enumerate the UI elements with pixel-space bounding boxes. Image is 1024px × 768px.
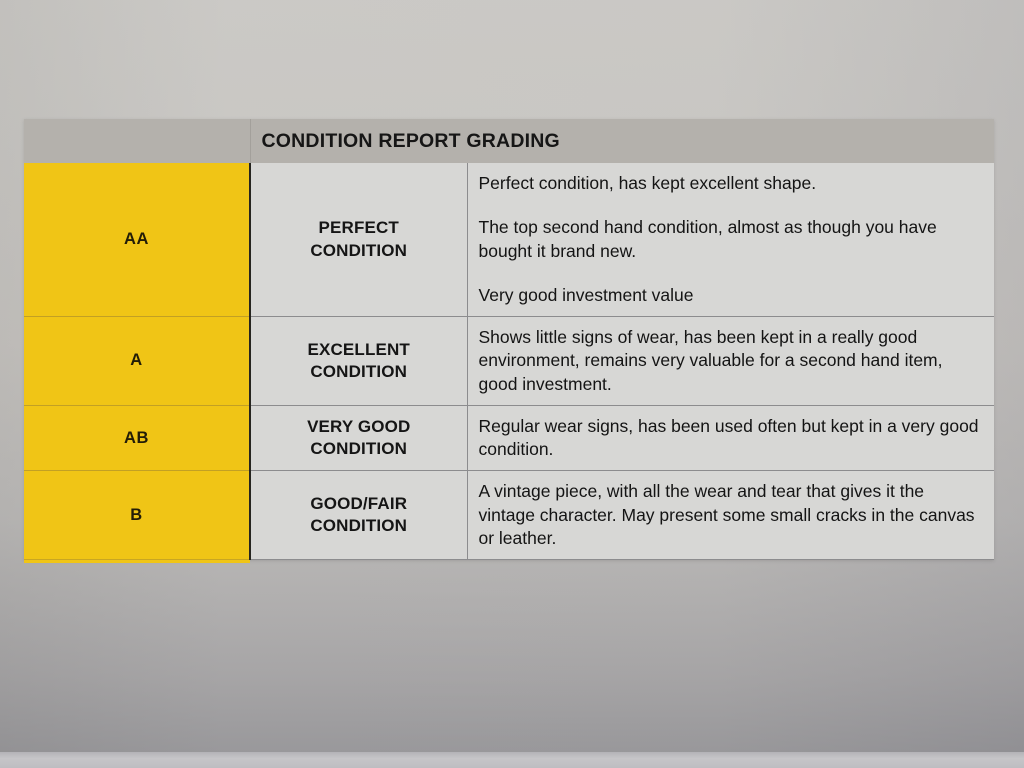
- condition-name-line2: CONDITION: [310, 240, 408, 260]
- condition-name-b: GOOD/FAIR CONDITION: [250, 470, 468, 561]
- condition-name-line1: EXCELLENT: [307, 339, 410, 359]
- page-title: CONDITION REPORT GRADING: [261, 129, 560, 152]
- description-paragraph: Perfect condition, has kept excellent sh…: [478, 173, 817, 193]
- condition-name-line2: CONDITION: [310, 516, 408, 536]
- description-paragraph: Very good investment value: [478, 284, 694, 305]
- condition-name-line2: CONDITION: [310, 361, 408, 381]
- condition-name-line1: GOOD/FAIR: [310, 494, 408, 514]
- table-row: B GOOD/FAIR CONDITION A vintage piece, w…: [24, 470, 995, 561]
- grade-badge-aa: AA: [24, 163, 251, 318]
- grade-badge-b: B: [24, 470, 251, 561]
- condition-name-line1: PERFECT: [318, 218, 399, 238]
- description-paragraph: Regular wear signs, has been used often …: [478, 415, 979, 460]
- condition-name-line2: CONDITION: [310, 439, 408, 459]
- grade-badge-a: A: [24, 316, 251, 406]
- description-paragraph: Shows little signs of wear, has been kep…: [478, 327, 943, 394]
- condition-name-a: EXCELLENT CONDITION: [250, 316, 468, 406]
- table-header-row: CONDITION REPORT GRADING: [24, 119, 995, 163]
- condition-name-ab: VERY GOOD CONDITION: [250, 405, 468, 472]
- header-spacer-cell: [24, 119, 251, 163]
- table-row: A EXCELLENT CONDITION Shows little signs…: [24, 316, 995, 406]
- condition-description-b: A vintage piece, with all the wear and t…: [467, 470, 995, 561]
- condition-description-a: Shows little signs of wear, has been kep…: [467, 316, 995, 406]
- paper-bottom-edge: [0, 752, 1024, 768]
- description-paragraph: The top second hand condition, almost as…: [478, 217, 937, 261]
- grade-badge-ab: AB: [24, 405, 251, 472]
- table-row: AA PERFECT CONDITION Perfect condition, …: [24, 163, 995, 318]
- condition-name-aa: PERFECT CONDITION: [250, 163, 468, 318]
- table-title-cell: CONDITION REPORT GRADING: [250, 119, 995, 163]
- condition-name-line1: VERY GOOD: [307, 417, 411, 437]
- condition-report-grading-table: CONDITION REPORT GRADING AA PERFECT COND…: [24, 119, 995, 561]
- description-paragraph: A vintage piece, with all the wear and t…: [478, 481, 975, 548]
- table-row: AB VERY GOOD CONDITION Regular wear sign…: [24, 405, 995, 472]
- condition-description-ab: Regular wear signs, has been used often …: [467, 405, 995, 472]
- condition-description-aa: Perfect condition, has kept excellent sh…: [467, 163, 995, 318]
